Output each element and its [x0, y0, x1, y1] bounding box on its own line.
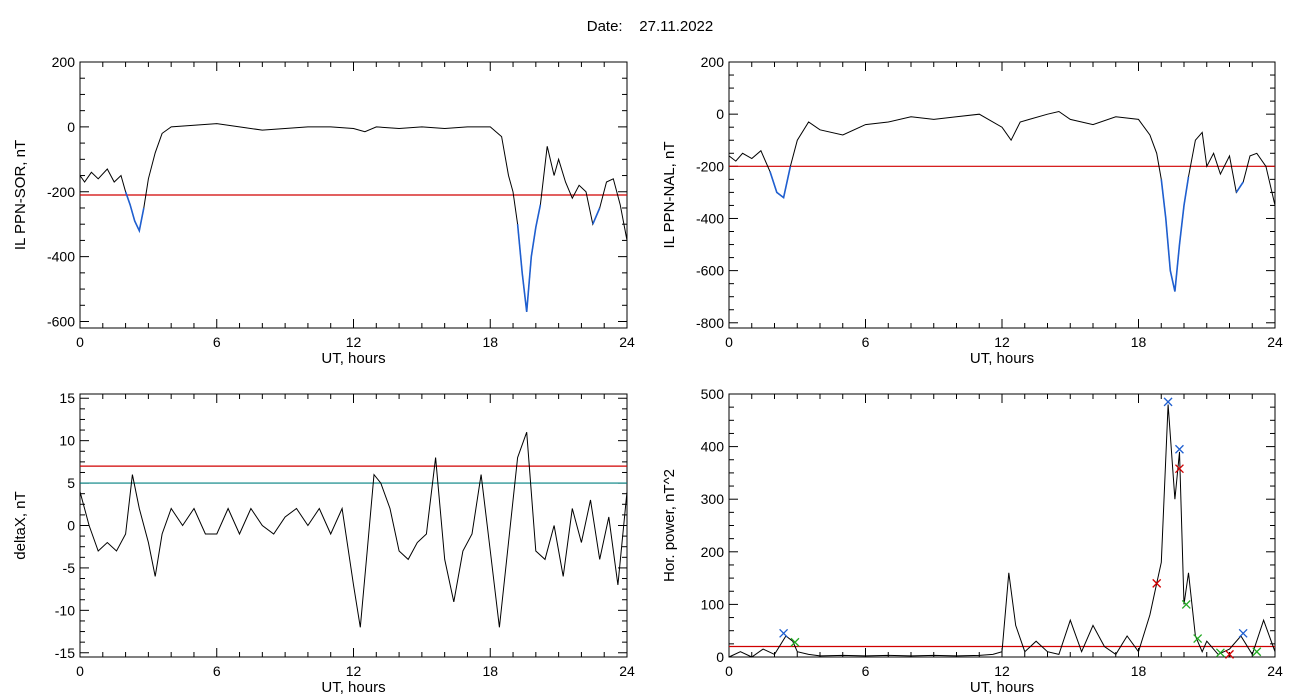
x-tick-label: 6	[862, 334, 870, 350]
y-tick-label: -400	[696, 210, 724, 226]
y-tick-label: 15	[59, 390, 75, 406]
y-tick-label: 5	[67, 475, 75, 491]
x-tick-label: 6	[213, 334, 221, 350]
x-tick-label: 12	[346, 334, 362, 350]
y-tick-label: -800	[696, 315, 724, 331]
y-tick-label: 0	[716, 106, 724, 122]
date-value: 27.11.2022	[639, 18, 714, 35]
y-tick-label: 300	[701, 491, 725, 507]
y-tick-label: 200	[701, 54, 725, 70]
series-line	[728, 110, 1276, 292]
peak-marker	[779, 628, 789, 638]
y-tick-label: -200	[47, 184, 75, 200]
y-tick-label: 200	[701, 544, 725, 560]
y-tick-label: -15	[55, 645, 75, 661]
x-tick-label: 24	[1267, 663, 1283, 679]
chart-panel-2: 0 6 12 18 24 -800 -600 -400 -200 0 200 UT, hours IL …	[661, 54, 1283, 367]
date-label: Date:	[586, 18, 623, 35]
y-axis-label: Hor. power, nT^2	[661, 469, 678, 582]
chart-panel-4: 0 6 12 18 24 0 100 200 300 400 500 UT, hours Hor. po…	[661, 386, 1283, 696]
series-line	[728, 404, 1276, 658]
y-tick-label: 0	[67, 518, 75, 534]
x-tick-label: 0	[725, 334, 733, 350]
x-tick-label: 0	[725, 663, 733, 679]
x-axis-label: UT, hours	[321, 350, 385, 367]
y-tick-label: 100	[701, 596, 725, 612]
x-axis-label: UT, hours	[321, 679, 385, 696]
plot-frame	[79, 393, 628, 658]
page-title: Date: 27.11.2022	[0, 18, 1300, 35]
y-tick-label: -10	[55, 602, 75, 618]
peak-marker	[1181, 599, 1191, 609]
peak-marker	[1152, 578, 1162, 588]
peak-marker	[1215, 648, 1225, 658]
plot-frame	[728, 61, 1276, 329]
x-tick-label: 18	[482, 663, 498, 679]
peak-marker	[790, 637, 800, 647]
peak-marker	[1193, 634, 1203, 644]
y-axis-label: IL PPN-NAL, nT	[661, 142, 678, 249]
y-axis-label: deltaX, nT	[12, 491, 29, 559]
x-tick-label: 18	[1131, 334, 1147, 350]
y-tick-label: 400	[701, 439, 725, 455]
peak-marker	[1174, 464, 1184, 474]
y-tick-label: -400	[47, 249, 75, 265]
x-tick-label: 6	[862, 663, 870, 679]
x-tick-label: 18	[1131, 663, 1147, 679]
peak-marker	[1238, 628, 1248, 638]
peak-marker	[1252, 647, 1262, 657]
peak-marker	[1163, 397, 1173, 407]
y-tick-label: -5	[63, 560, 76, 576]
x-tick-label: 18	[482, 334, 498, 350]
x-tick-label: 24	[619, 334, 635, 350]
chart-panel-3: 0 6 12 18 24 -15 -10 -5 0 5 10 15 UT, hours deltaX, n…	[12, 390, 635, 696]
y-tick-label: -600	[47, 314, 75, 330]
x-tick-label: 24	[619, 663, 635, 679]
y-axis-label: IL PPN-SOR, nT	[12, 140, 29, 250]
highlight-series-line	[769, 166, 1244, 292]
series-line	[79, 123, 628, 312]
peak-marker	[1174, 444, 1184, 454]
y-tick-label: 200	[52, 54, 76, 70]
y-tick-label: 0	[716, 649, 724, 665]
series-line	[79, 432, 628, 628]
x-tick-label: 12	[346, 663, 362, 679]
y-tick-label: 10	[59, 433, 75, 449]
y-tick-label: -200	[696, 158, 724, 174]
y-tick-label: -600	[696, 263, 724, 279]
x-tick-label: 12	[994, 663, 1010, 679]
y-tick-label: 500	[701, 386, 725, 402]
peak-marker	[1225, 649, 1234, 659]
y-tick-label: 0	[67, 119, 75, 135]
x-tick-label: 12	[994, 334, 1010, 350]
x-axis-label: UT, hours	[970, 679, 1034, 696]
chart-panel-1: 0 6 12 18 24 -600 -400 -200 0 200 UT, hours IL PPN-…	[12, 54, 635, 367]
x-tick-label: 0	[76, 663, 84, 679]
x-tick-label: 24	[1267, 334, 1283, 350]
x-axis-label: UT, hours	[970, 350, 1034, 367]
highlight-series-line	[124, 191, 601, 312]
x-tick-label: 0	[76, 334, 84, 350]
x-tick-label: 6	[213, 663, 221, 679]
